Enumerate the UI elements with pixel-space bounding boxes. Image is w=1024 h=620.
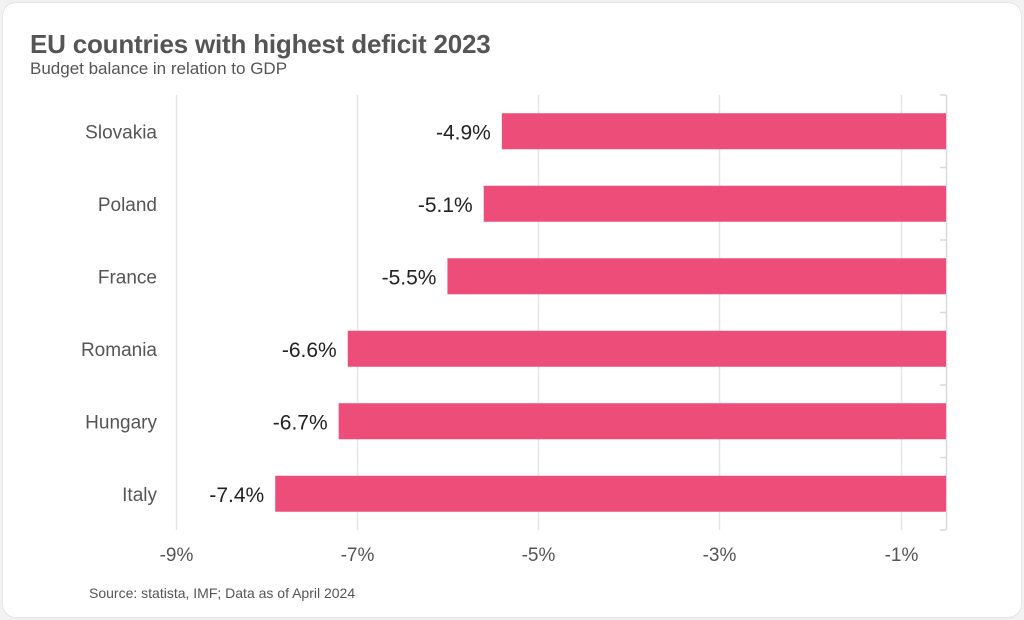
x-tick-label: -5% [522, 545, 556, 566]
chart-subtitle: Budget balance in relation to GDP [30, 59, 288, 78]
bar [447, 258, 946, 295]
value-label: -4.9% [436, 121, 491, 144]
category-label: Hungary [85, 412, 157, 433]
x-tick-label: -1% [885, 545, 919, 566]
category-label: Italy [122, 485, 157, 506]
x-tick-label: -3% [703, 545, 737, 566]
bar [483, 185, 946, 222]
value-label: -6.7% [273, 411, 328, 434]
value-label: -5.5% [382, 266, 437, 289]
value-label: -7.4% [209, 484, 264, 507]
bar [347, 330, 947, 367]
category-label: Poland [98, 195, 157, 216]
category-label: Romania [81, 340, 157, 361]
value-label: -6.6% [282, 339, 337, 362]
bar [501, 113, 946, 150]
category-label: Slovakia [85, 122, 157, 143]
bar [338, 403, 947, 440]
chart-source: Source: statista, IMF; Data as of April … [89, 585, 356, 601]
bar [275, 475, 946, 512]
x-tick-label: -9% [160, 545, 194, 566]
chart-title: EU countries with highest deficit 2023 [30, 29, 491, 59]
category-label: France [98, 267, 157, 288]
value-label: -5.1% [418, 194, 473, 217]
x-tick-label: -7% [341, 545, 375, 566]
